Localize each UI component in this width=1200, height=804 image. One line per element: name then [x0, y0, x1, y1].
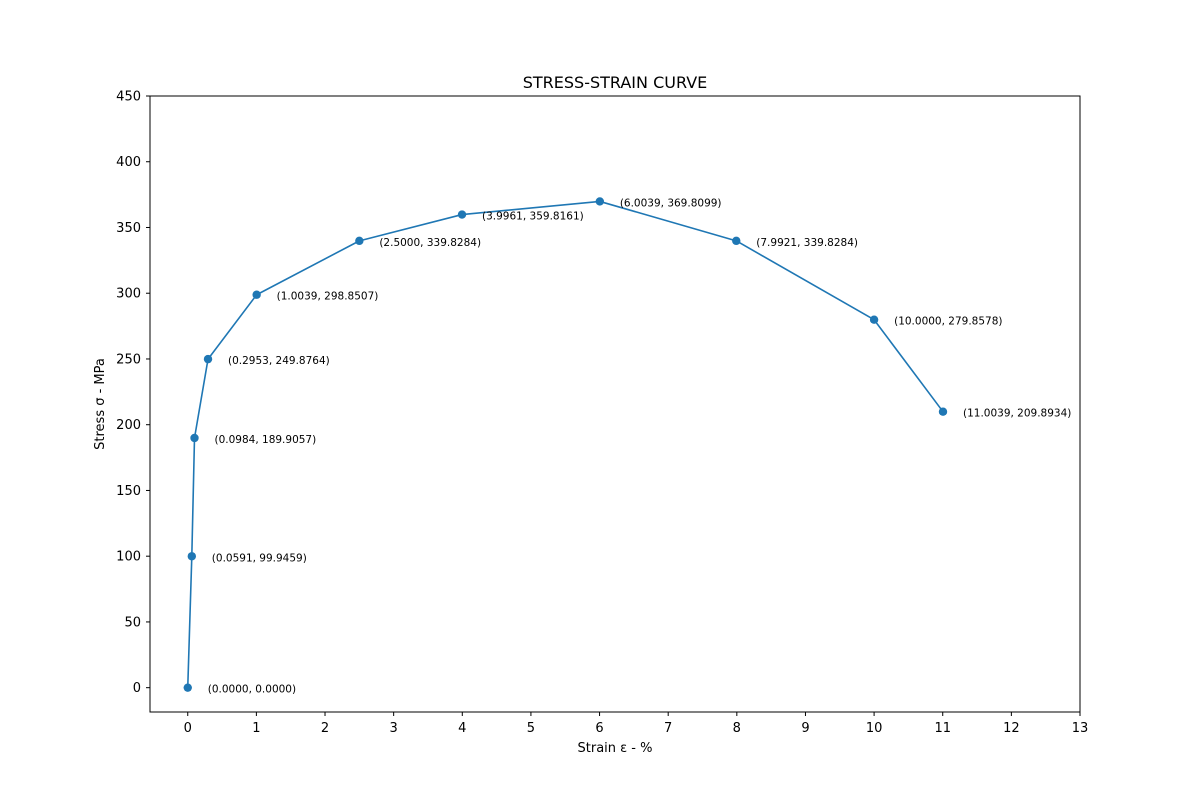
x-tick-label: 9 — [801, 721, 809, 736]
x-tick-label: 6 — [595, 721, 603, 736]
y-axis-label: Stress σ - MPa — [93, 358, 108, 450]
data-point-label: (0.0000, 0.0000) — [208, 684, 296, 696]
y-tick-label: 0 — [133, 681, 141, 696]
x-axis-label: Strain ε - % — [578, 741, 653, 756]
data-point-label: (6.0039, 369.8099) — [620, 197, 722, 209]
data-point-label: (0.0591, 99.9459) — [212, 552, 307, 564]
plot-area-frame — [149, 95, 1081, 713]
x-tick-label: 4 — [458, 721, 466, 736]
y-tick-label: 350 — [116, 221, 141, 236]
data-point — [595, 197, 605, 206]
x-tick-label: 12 — [1003, 721, 1020, 736]
data-point-label: (0.2953, 249.8764) — [228, 355, 330, 367]
data-point — [732, 236, 741, 246]
x-tick-label: 8 — [733, 721, 741, 736]
data-point-label: (0.0984, 189.9057) — [215, 434, 317, 446]
data-point — [183, 683, 192, 692]
data-point — [203, 354, 213, 364]
data-point — [187, 552, 197, 561]
y-tick-label: 200 — [116, 418, 141, 433]
data-point-label: (11.0039, 209.8934) — [963, 408, 1071, 420]
y-tick-label: 250 — [116, 352, 141, 367]
data-point-label: (7.9921, 339.8284) — [756, 237, 858, 249]
data-point-label: (1.0039, 298.8507) — [277, 291, 379, 303]
data-point-label: (2.5000, 339.8284) — [379, 237, 481, 249]
data-point — [252, 290, 261, 299]
x-tick-label: 11 — [934, 721, 951, 736]
data-point — [457, 210, 467, 219]
x-tick-label: 1 — [252, 721, 260, 736]
axis-ticks: 0 1 2 3 4 5 6 7 8 9 10 11 12 130501001502002503003504… — [116, 90, 1088, 737]
data-point-label: (3.9961, 359.8161) — [482, 211, 584, 223]
x-tick-label: 5 — [527, 721, 535, 736]
data-point — [938, 407, 948, 416]
x-tick-label: 0 — [184, 721, 192, 736]
data-point — [355, 236, 364, 246]
y-tick-label: 400 — [116, 155, 141, 170]
y-tick-label: 150 — [116, 484, 141, 499]
x-tick-label: 10 — [866, 721, 883, 736]
chart-title: STRESS-STRAIN CURVE — [523, 73, 708, 92]
plot-data: (0.0000, 0.0000) (0.0591, 99.9459) (0.0984… — [183, 197, 1071, 696]
data-point-label: (10.0000, 279.8578) — [894, 316, 1002, 328]
y-tick-label: 450 — [116, 90, 141, 105]
x-tick-label: 13 — [1072, 721, 1089, 736]
y-tick-label: 300 — [116, 287, 141, 302]
x-tick-label: 7 — [664, 721, 672, 736]
x-tick-label: 2 — [321, 721, 329, 736]
x-tick-label: 3 — [390, 721, 398, 736]
y-tick-label: 100 — [116, 550, 141, 565]
y-tick-label: 50 — [124, 615, 141, 630]
data-point — [190, 433, 199, 443]
data-point — [869, 315, 879, 324]
